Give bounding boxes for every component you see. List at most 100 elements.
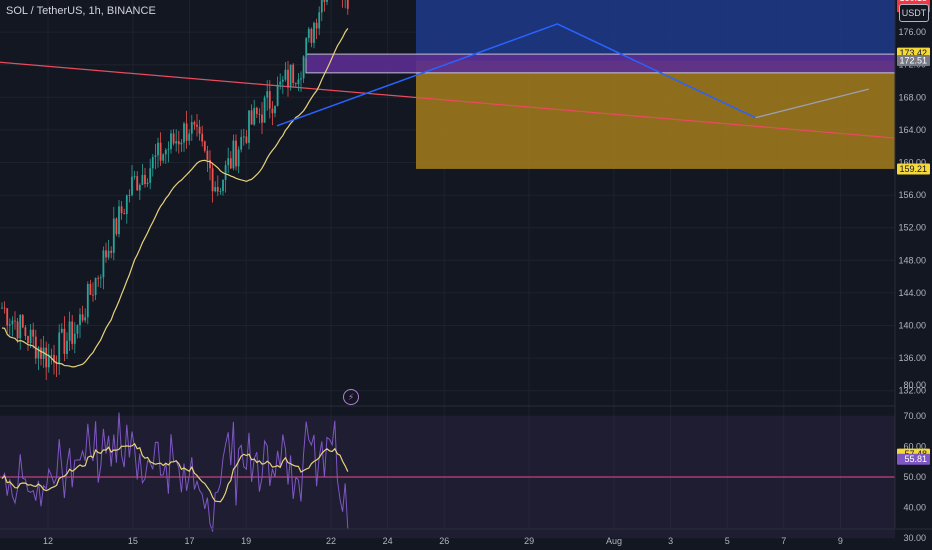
candle-body	[287, 69, 289, 88]
candle	[344, 0, 346, 9]
candle-body	[315, 22, 318, 29]
candle-body	[89, 283, 92, 295]
candle-body	[209, 159, 211, 169]
candle	[320, 0, 323, 22]
candle	[32, 322, 35, 349]
x-tick-label: 15	[128, 536, 138, 546]
rsi-tick-label: 50.00	[903, 472, 926, 482]
currency-button[interactable]: USDT	[899, 4, 929, 22]
candle-body	[255, 107, 258, 114]
candle	[274, 105, 276, 118]
candle-body	[193, 122, 196, 125]
candle-body	[125, 195, 128, 215]
candle	[287, 60, 289, 97]
candle-body	[144, 174, 146, 185]
candle-body	[300, 78, 302, 80]
candle-body	[120, 206, 123, 214]
candle	[162, 153, 165, 164]
candle	[159, 132, 162, 167]
candle-body	[258, 113, 261, 115]
candle	[105, 242, 107, 263]
candle-body	[302, 56, 305, 79]
candle	[99, 274, 102, 288]
candle	[167, 141, 170, 163]
lightning-icon[interactable]: ⚡	[343, 389, 359, 405]
candle-body	[307, 28, 310, 39]
candle	[141, 163, 144, 186]
candle-body	[216, 187, 219, 192]
candle-body	[229, 158, 232, 169]
y-tick-label: 164.00	[898, 125, 926, 135]
candle	[292, 63, 295, 88]
candle	[14, 311, 16, 330]
target-zone	[416, 0, 895, 61]
candle-body	[326, 0, 328, 2]
candle-body	[198, 126, 201, 134]
candle	[24, 324, 27, 341]
candle-body	[261, 114, 263, 123]
candle-body	[268, 91, 271, 109]
candle-body	[16, 321, 19, 339]
candle	[151, 153, 154, 177]
candle	[300, 71, 302, 92]
candle	[232, 134, 235, 171]
candle	[323, 0, 326, 12]
candle-body	[128, 195, 131, 196]
candle	[149, 158, 152, 190]
candle	[21, 313, 24, 329]
candle-body	[346, 0, 349, 9]
candle	[237, 146, 240, 174]
candle-body	[3, 307, 6, 309]
candle	[224, 160, 227, 193]
candle-body	[172, 133, 175, 144]
candle-body	[164, 149, 167, 155]
candle-body	[206, 150, 209, 160]
candle	[279, 73, 282, 90]
y-tick-label: 156.00	[898, 190, 926, 200]
candle-body	[263, 97, 266, 123]
candle-body	[281, 79, 284, 82]
candle	[11, 316, 14, 337]
x-tick-label: 12	[43, 536, 53, 546]
candle	[240, 129, 243, 153]
stop-zone	[416, 60, 895, 169]
candle	[219, 187, 222, 195]
candle	[216, 175, 219, 197]
projection-path-end	[755, 88, 869, 119]
candle	[250, 104, 253, 125]
candle	[315, 18, 318, 40]
candle-body	[68, 321, 71, 341]
candle	[45, 341, 48, 380]
candle	[281, 75, 284, 95]
candle-body	[19, 315, 22, 339]
candle	[261, 102, 263, 135]
candle-body	[66, 340, 68, 354]
candle	[172, 129, 175, 146]
candle-body	[183, 123, 185, 143]
candle-body	[92, 294, 94, 296]
candle	[110, 246, 113, 259]
x-tick-label: Aug	[606, 536, 622, 546]
candle	[125, 194, 128, 224]
rsi-tag	[897, 453, 930, 465]
candle	[58, 324, 61, 375]
candle-body	[112, 218, 115, 253]
candle-body	[99, 277, 102, 279]
candle-body	[318, 12, 321, 29]
candle-body	[310, 28, 313, 43]
candle-body	[232, 140, 235, 169]
candle-body	[60, 328, 63, 333]
y-tick-label: 176.00	[898, 27, 926, 37]
candle	[68, 311, 71, 351]
y-tick-label: 152.00	[898, 223, 926, 233]
candle	[6, 308, 9, 336]
candle-body	[32, 329, 35, 337]
candle	[34, 329, 37, 364]
candle	[289, 64, 292, 91]
candle	[255, 106, 258, 118]
candle	[81, 305, 84, 323]
candle-body	[188, 133, 191, 141]
symbol-title[interactable]: SOL / TetherUS, 1h, BINANCE	[6, 5, 156, 17]
candle-body	[50, 355, 53, 356]
